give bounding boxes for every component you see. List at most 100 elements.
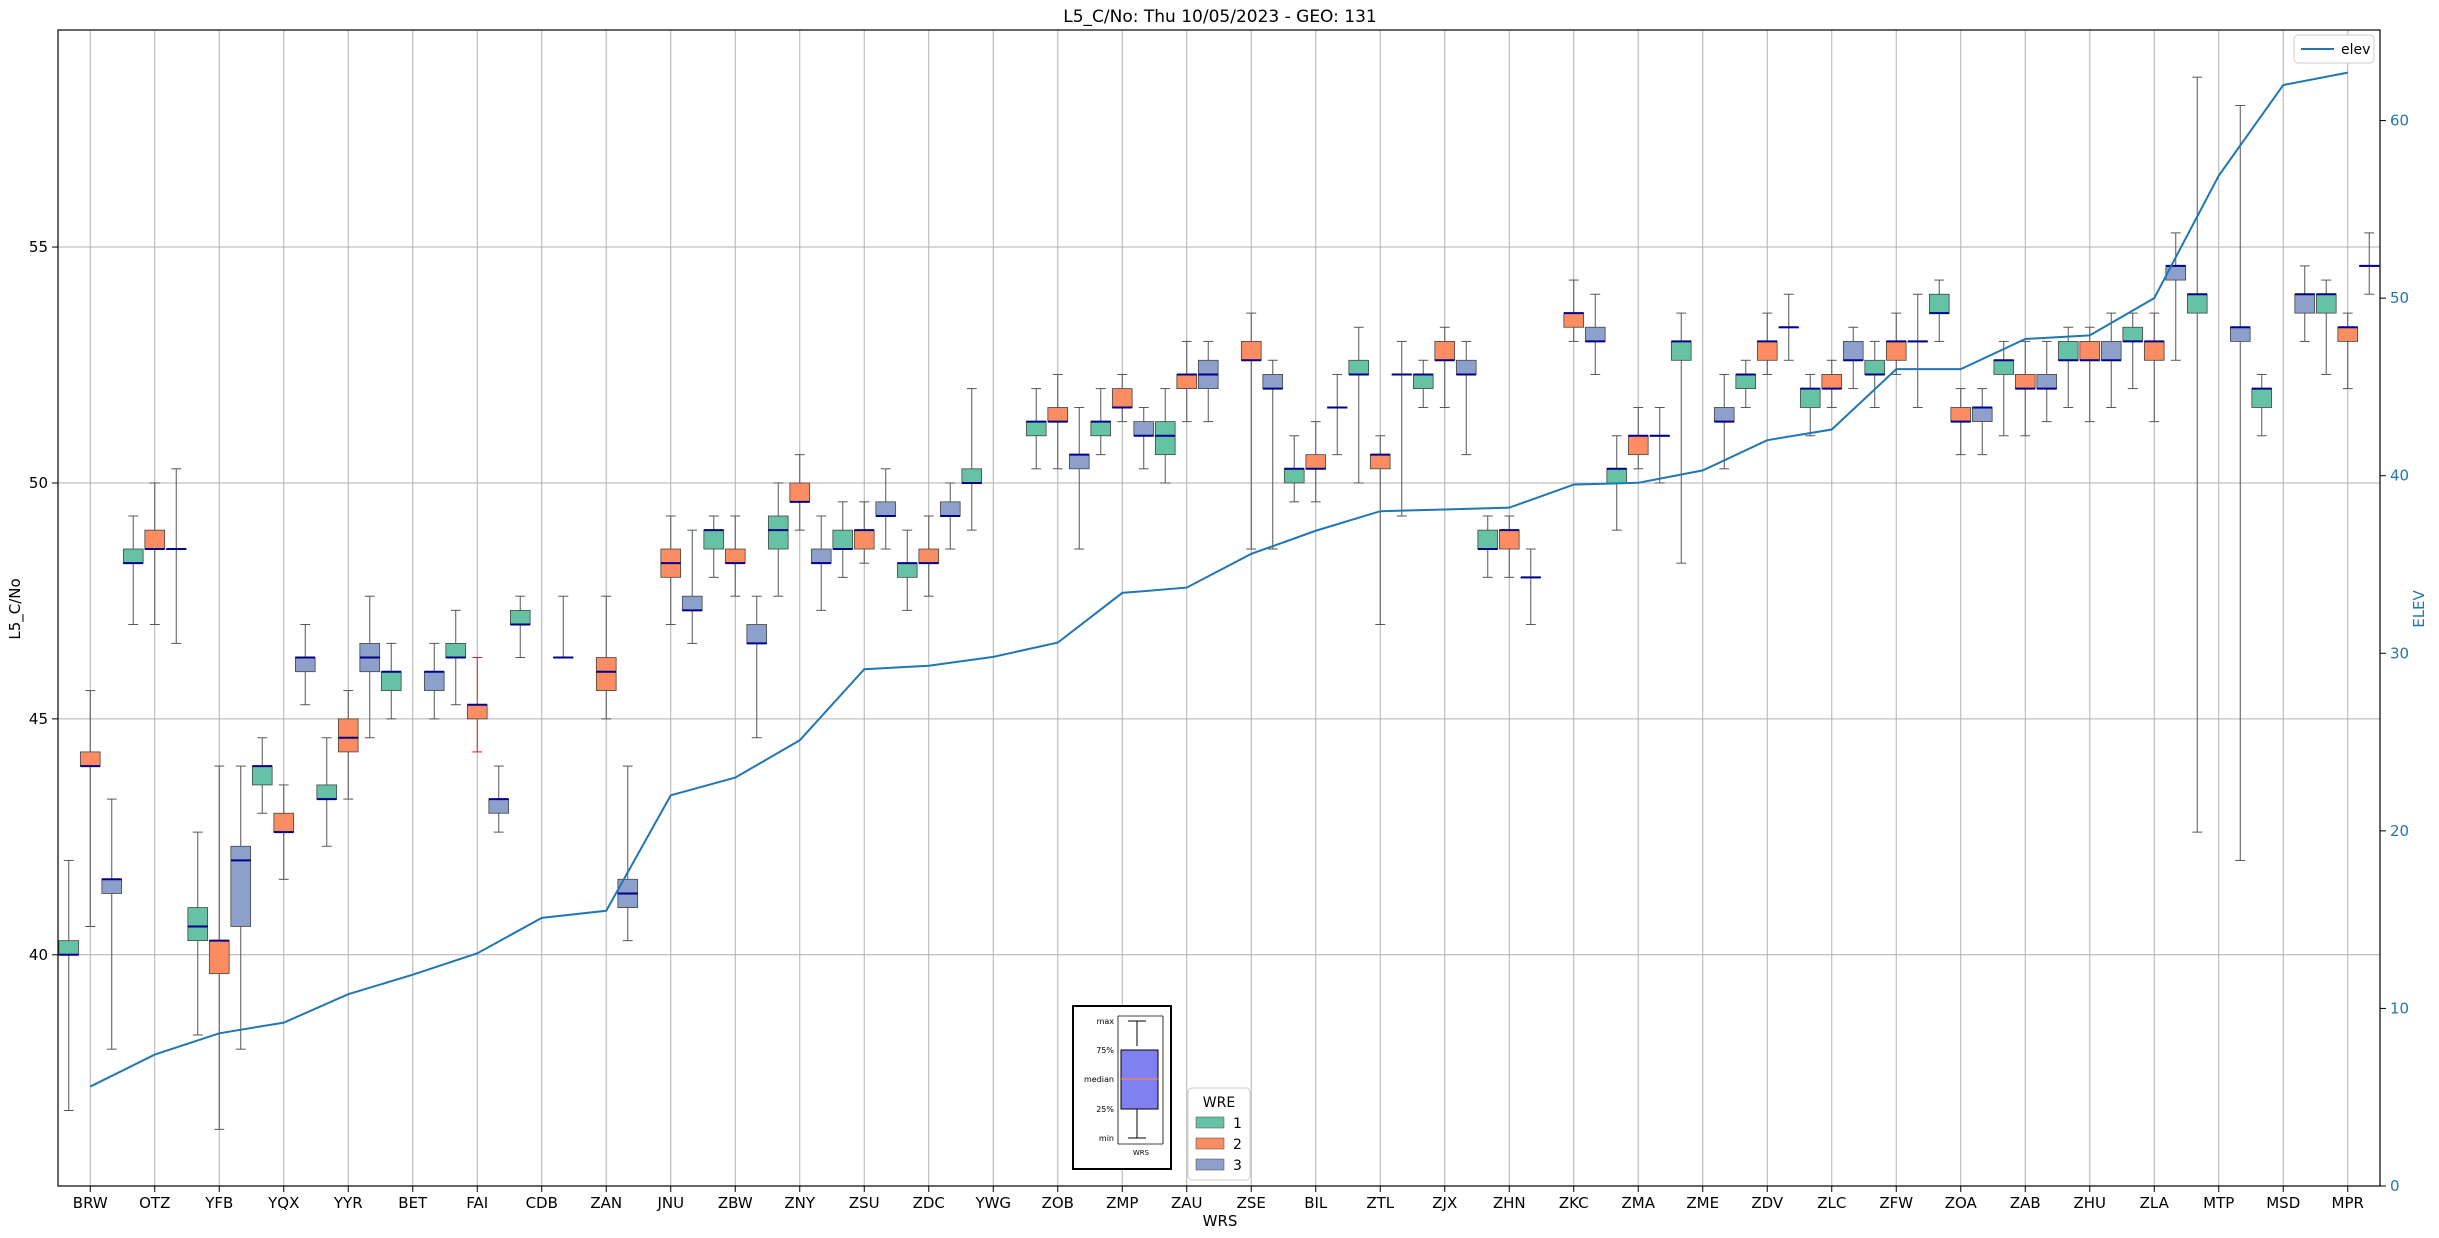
y-right-tick-label: 0 (2390, 1177, 2400, 1195)
box-plot-series-1-ZLA (2122, 312, 2144, 390)
box-plot-series-2-ZNY (789, 454, 811, 531)
box-plot-series-2-ZMA (1627, 406, 1649, 470)
x-tick-label: JNU (656, 1194, 684, 1212)
key-label-max: max (1097, 1017, 1115, 1026)
x-tick-label: ZAB (2010, 1194, 2041, 1212)
box-plot-series-1-MSD (2251, 373, 2273, 437)
box-iqr (294, 657, 316, 673)
x-tick-label: ZMP (1106, 1194, 1138, 1212)
wre-legend-swatch-1 (1195, 1116, 1225, 1129)
x-tick-label: ZSU (849, 1194, 880, 1212)
box-iqr (724, 548, 746, 564)
box-iqr (810, 548, 832, 564)
x-tick-label: ZAU (1171, 1194, 1203, 1212)
box-iqr (1627, 435, 1649, 456)
box-plot-series-1-ZTL (1348, 326, 1370, 484)
box-plot-series-1-ZOA (1928, 279, 1950, 342)
y-tick-label: 45 (29, 710, 48, 728)
box-iqr (896, 562, 918, 578)
y-right-tick-label: 40 (2390, 467, 2409, 485)
box-plot-series-3-ZFW (1907, 293, 1929, 408)
box-plot-series-1-ZJX (1412, 359, 1434, 408)
box-iqr (337, 718, 359, 753)
box-plot-series-3-ZTL (1391, 340, 1413, 517)
wre-legend-label-3: 3 (1233, 1158, 1242, 1174)
box-plot-series-2-ZOA (1950, 388, 1972, 456)
y-tick-label: 55 (29, 238, 48, 256)
box-iqr (1821, 374, 1843, 389)
box-iqr (488, 798, 510, 814)
box-plot-series-3-ZOB (1068, 406, 1090, 550)
box-plot-series-3-ZKC (1584, 293, 1606, 375)
box-iqr (1971, 407, 1993, 423)
x-tick-label: YFB (204, 1194, 233, 1212)
elev-line (89, 71, 2348, 1088)
box-plot-series-2-ZLA (2143, 312, 2165, 423)
box-plot-series-3-ZHU (2100, 312, 2122, 408)
box-plot-series-2-ZHN (1498, 515, 1520, 578)
box-plot-series-3-JNU (681, 529, 703, 644)
box-plot-series-3-ZMA (1649, 406, 1671, 484)
x-tick-label: ZAN (590, 1194, 622, 1212)
box-iqr (1950, 407, 1972, 423)
box-plot-series-3-ZHN (1520, 548, 1542, 626)
box-iqr (1993, 359, 2015, 375)
box-plot-series-2-BRW (79, 690, 101, 927)
box-iqr (2036, 374, 2058, 389)
box-iqr (316, 784, 338, 800)
y-axis-ticks: 40 45 50 55 (29, 238, 58, 964)
box-iqr (1348, 359, 1370, 375)
x-tick-label: BIL (1304, 1194, 1328, 1212)
box-plot-series-1-BIL (1283, 435, 1305, 503)
x-tick-label: ZDV (1751, 1194, 1784, 1212)
box-plot-series-2-ZFW (1885, 312, 1907, 375)
box-plot-series-1-ZLC (1799, 373, 1821, 437)
x-tick-label: ZHN (1493, 1194, 1526, 1212)
box-iqr (2100, 341, 2122, 361)
box-plot-series-2-ZAN (595, 595, 617, 720)
plot-frame (57, 29, 2381, 1187)
box-plot-series-3-YQX (294, 624, 316, 706)
wre-legend-swatch-2 (1195, 1137, 1225, 1150)
box-iqr (703, 529, 725, 550)
box-iqr (1154, 421, 1176, 456)
box-plot-series-1-ZSU (832, 501, 854, 578)
box-iqr (2079, 341, 2101, 361)
box-plot-series-3-ZNY (810, 515, 832, 611)
key-xlabel: WRS (1133, 1149, 1150, 1157)
box-plot-series-2-ZSE (1240, 312, 1262, 550)
elev-line-series (89, 71, 2348, 1088)
box-plot-series-1-YYR (316, 737, 338, 847)
box-iqr (1842, 341, 1864, 361)
box-iqr (1068, 454, 1090, 470)
box-iqr (1756, 341, 1778, 361)
box-plot-series-2-ZAU (1176, 340, 1198, 423)
box-plot-series-2-ZBW (724, 515, 746, 597)
box-plot-series-2-ZDV (1756, 312, 1778, 375)
box-plot-series-1-ZBW (703, 515, 725, 578)
x-tick-label: ZOB (1042, 1194, 1074, 1212)
wre-legend-swatch-3 (1195, 1158, 1225, 1171)
box-iqr (445, 642, 467, 658)
box-iqr (58, 940, 80, 956)
box-iqr (832, 529, 854, 550)
box-iqr (1283, 468, 1305, 484)
box-iqr (230, 845, 252, 927)
box-iqr (1563, 312, 1585, 328)
box-plot-series-3-ZDC (939, 482, 961, 550)
box-iqr (1455, 359, 1477, 375)
y-tick-label: 50 (29, 474, 48, 492)
box-plot-series-3-CDB (552, 595, 574, 659)
y-axis-right-ticks: 0 10 20 30 40 50 60 (2380, 112, 2409, 1195)
box-iqr (767, 515, 789, 550)
box-plot-series-2-YYR (337, 690, 359, 800)
box-iqr (1434, 341, 1456, 361)
box-iqr (1713, 407, 1735, 423)
box-iqr (1133, 421, 1155, 437)
box-iqr (2315, 293, 2337, 314)
box-plot-series-2-ZDC (918, 515, 940, 597)
x-tick-label: FAI (466, 1194, 488, 1212)
box-key-inset: max 75% median 25% min WRS (1072, 1005, 1172, 1170)
box-plot-series-3-FAI (488, 765, 510, 833)
box-plot-series-2-MPR (2337, 312, 2359, 390)
